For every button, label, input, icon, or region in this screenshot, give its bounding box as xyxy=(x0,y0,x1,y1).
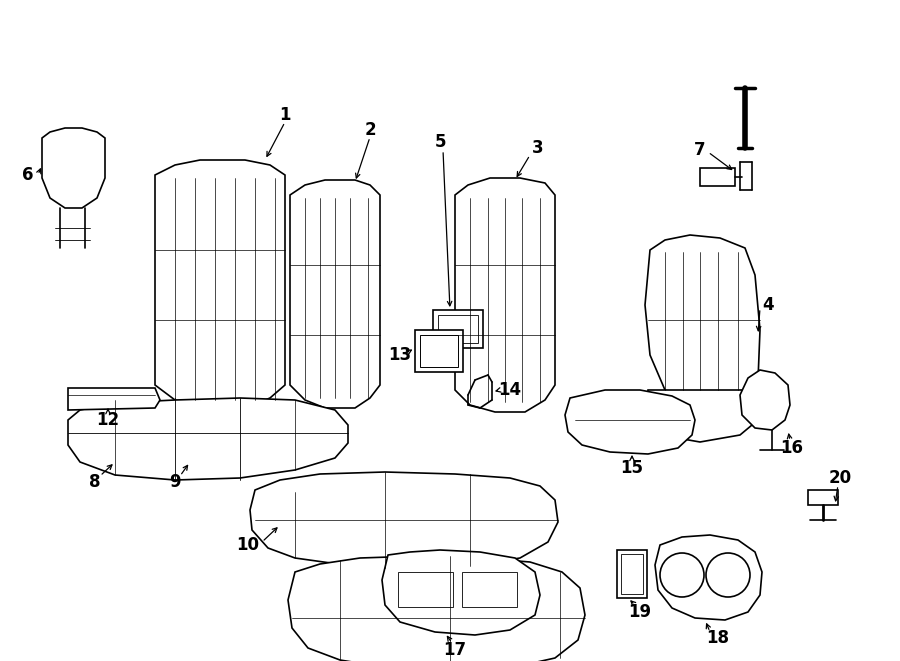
Polygon shape xyxy=(808,490,838,505)
Text: 4: 4 xyxy=(762,296,774,314)
Polygon shape xyxy=(455,178,555,412)
Polygon shape xyxy=(42,128,105,208)
Text: 8: 8 xyxy=(89,473,101,491)
Bar xyxy=(415,330,463,372)
Text: 7: 7 xyxy=(694,141,706,159)
Bar xyxy=(700,168,735,186)
Bar xyxy=(433,310,483,348)
Bar xyxy=(617,550,647,598)
Polygon shape xyxy=(655,535,762,620)
Polygon shape xyxy=(382,550,540,635)
Polygon shape xyxy=(250,472,558,568)
Polygon shape xyxy=(565,390,695,454)
Text: 2: 2 xyxy=(364,121,376,139)
Polygon shape xyxy=(155,160,285,408)
Bar xyxy=(462,572,517,607)
Text: 9: 9 xyxy=(169,473,181,491)
Text: 17: 17 xyxy=(444,641,466,659)
Polygon shape xyxy=(290,180,380,408)
Text: 12: 12 xyxy=(96,411,120,429)
Text: 10: 10 xyxy=(237,536,259,554)
Text: 20: 20 xyxy=(828,469,851,487)
Polygon shape xyxy=(288,556,585,661)
Circle shape xyxy=(706,553,750,597)
Polygon shape xyxy=(645,390,760,442)
Polygon shape xyxy=(68,388,160,410)
Text: 5: 5 xyxy=(434,133,446,151)
Bar xyxy=(438,315,478,343)
Text: 18: 18 xyxy=(706,629,730,647)
Text: 3: 3 xyxy=(532,139,544,157)
Polygon shape xyxy=(645,235,760,408)
Text: 19: 19 xyxy=(628,603,652,621)
Text: 15: 15 xyxy=(620,459,643,477)
Polygon shape xyxy=(740,370,790,430)
Bar xyxy=(420,335,458,367)
Polygon shape xyxy=(68,398,348,480)
Bar xyxy=(621,554,643,594)
Text: 13: 13 xyxy=(389,346,411,364)
Circle shape xyxy=(660,553,704,597)
Text: 6: 6 xyxy=(22,166,34,184)
Text: 1: 1 xyxy=(279,106,291,124)
Text: 16: 16 xyxy=(780,439,804,457)
Text: 14: 14 xyxy=(499,381,522,399)
Bar xyxy=(398,572,453,607)
